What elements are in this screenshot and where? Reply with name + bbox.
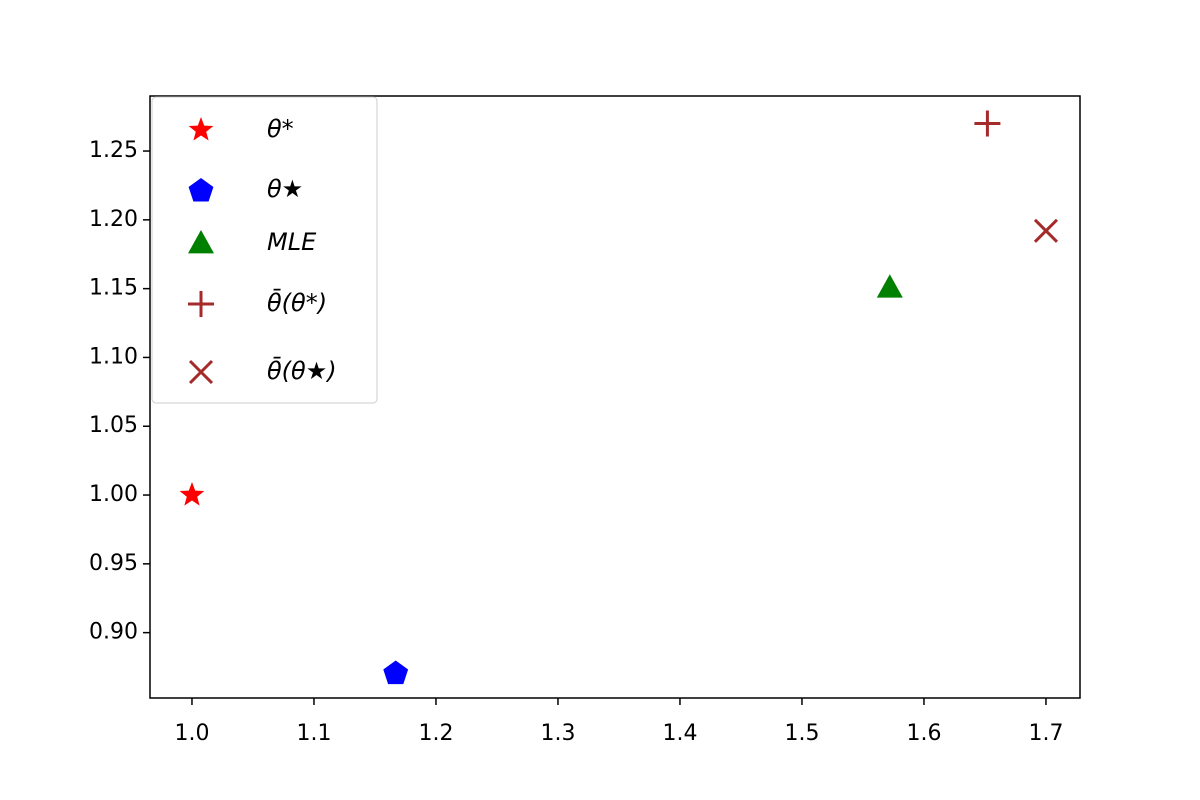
y-tick-label: 0.90: [89, 620, 138, 645]
legend-label: θ̄(θ*): [267, 288, 327, 317]
y-tick-label: 1.00: [89, 482, 138, 507]
marker-star: [179, 482, 205, 506]
x-tick-label: 1.4: [662, 721, 697, 746]
marker-pentagon: [188, 178, 214, 202]
legend-box: [151, 96, 378, 404]
marker-plus: [188, 291, 214, 317]
y-tick-label: 1.05: [89, 413, 138, 438]
x-tick-label: 1.2: [418, 721, 453, 746]
legend-label: MLE: [267, 228, 317, 256]
marker-triangle: [188, 230, 214, 254]
legend: θ* θ★ MLE θ̄(θ*) θ̄(θ★): [151, 96, 378, 404]
marker-plus: [974, 110, 1001, 137]
plot-frame: [149, 95, 1081, 699]
x-tick-label: 1.5: [784, 721, 819, 746]
marker-x: [1033, 218, 1059, 243]
marker-triangle: [876, 274, 903, 298]
legend-label: θ*: [267, 115, 294, 143]
legend-label: θ★: [267, 175, 303, 203]
x-tick-label: 1.7: [1028, 721, 1063, 746]
y-tick-label: 1.10: [89, 344, 138, 369]
y-tick-label: 0.95: [89, 551, 138, 576]
y-tick-label: 1.25: [89, 138, 138, 163]
marker-x: [188, 359, 214, 385]
x-tick-label: 1.0: [174, 721, 209, 746]
y-tick-label: 1.20: [89, 207, 138, 232]
marker-pentagon: [383, 660, 409, 685]
marker-star: [188, 117, 214, 141]
y-tick-label: 1.15: [89, 276, 138, 301]
x-tick-label: 1.3: [540, 721, 575, 746]
legend-label: θ̄(θ★): [267, 356, 337, 385]
x-tick-label: 1.6: [906, 721, 941, 746]
x-tick-label: 1.1: [296, 721, 331, 746]
